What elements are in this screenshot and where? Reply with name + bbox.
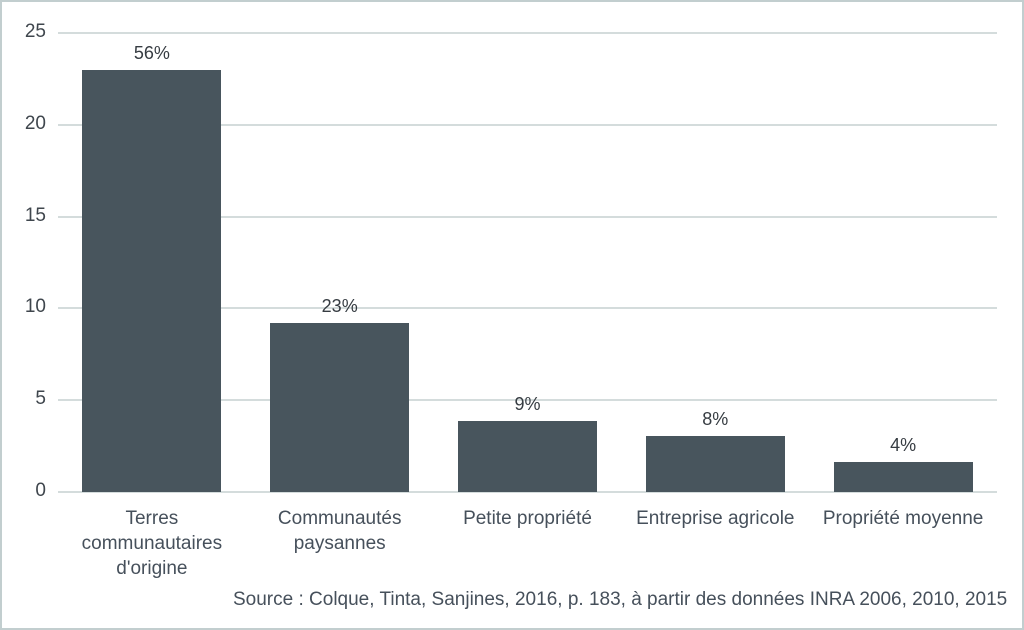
category-label: Petite propriété bbox=[463, 508, 592, 529]
category-label: Communautés paysannes bbox=[277, 508, 402, 554]
y-tick-label: 15 bbox=[24, 204, 46, 226]
bar-value-label: 23% bbox=[321, 296, 358, 317]
bar-value-label: 4% bbox=[890, 434, 917, 455]
y-tick-label: 0 bbox=[35, 480, 46, 501]
category-label: Terres communautaires d'origine bbox=[81, 508, 223, 579]
gridline bbox=[58, 123, 997, 126]
bar bbox=[82, 69, 222, 492]
y-tick-label: 5 bbox=[35, 388, 46, 410]
category-label: Entreprise agricole bbox=[636, 508, 795, 529]
bar-value-label: 9% bbox=[514, 394, 541, 415]
gridline bbox=[58, 307, 997, 310]
gridline bbox=[58, 491, 997, 493]
source-caption: Source : Colque, Tinta, Sanjines, 2016, … bbox=[233, 589, 1008, 610]
y-tick-label: 10 bbox=[24, 296, 46, 318]
gridline bbox=[58, 215, 997, 218]
gridline bbox=[58, 32, 997, 34]
category-label: Propriété moyenne bbox=[822, 508, 984, 529]
bar bbox=[270, 323, 410, 492]
bar bbox=[645, 436, 785, 492]
gridline bbox=[58, 399, 997, 402]
y-tick-label: 20 bbox=[24, 112, 46, 134]
y-tick-label: 25 bbox=[24, 21, 46, 42]
bar bbox=[833, 461, 973, 492]
bar bbox=[458, 421, 597, 492]
bar-value-label: 8% bbox=[702, 409, 729, 429]
bar-value-label: 56% bbox=[133, 42, 170, 63]
